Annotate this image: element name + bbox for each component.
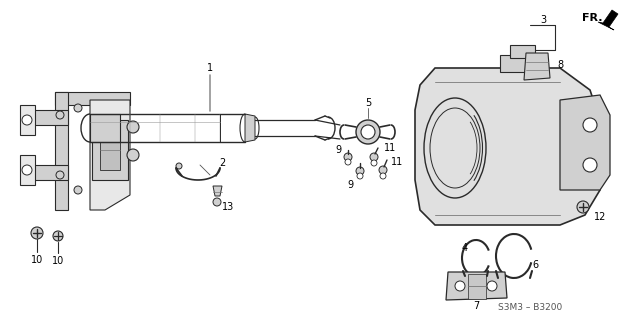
Text: 5: 5 xyxy=(365,98,371,108)
Text: 11: 11 xyxy=(391,157,403,167)
Circle shape xyxy=(127,149,139,161)
Circle shape xyxy=(370,153,378,161)
Polygon shape xyxy=(560,95,610,190)
Polygon shape xyxy=(20,105,35,135)
Circle shape xyxy=(53,231,63,241)
Circle shape xyxy=(487,281,497,291)
Text: 9: 9 xyxy=(347,180,353,190)
Circle shape xyxy=(379,166,387,174)
Circle shape xyxy=(357,173,363,179)
Circle shape xyxy=(356,120,380,144)
Polygon shape xyxy=(468,274,486,299)
Text: 8: 8 xyxy=(557,60,563,70)
Polygon shape xyxy=(55,92,130,105)
Text: 11: 11 xyxy=(384,143,396,153)
Polygon shape xyxy=(245,114,255,142)
Polygon shape xyxy=(20,155,35,185)
Polygon shape xyxy=(100,130,120,170)
Polygon shape xyxy=(55,92,68,210)
Polygon shape xyxy=(598,10,618,30)
Circle shape xyxy=(577,201,589,213)
Text: 3: 3 xyxy=(540,15,546,25)
Text: 6: 6 xyxy=(532,260,538,270)
Polygon shape xyxy=(415,68,600,225)
Polygon shape xyxy=(213,186,222,196)
Circle shape xyxy=(371,160,377,166)
Text: 10: 10 xyxy=(31,255,43,265)
Polygon shape xyxy=(510,45,535,58)
Circle shape xyxy=(22,165,32,175)
Polygon shape xyxy=(30,110,68,125)
Polygon shape xyxy=(90,114,120,142)
Polygon shape xyxy=(500,55,545,72)
Text: 13: 13 xyxy=(222,202,234,212)
Circle shape xyxy=(361,125,375,139)
Text: 10: 10 xyxy=(52,256,64,266)
Polygon shape xyxy=(30,165,68,180)
Circle shape xyxy=(455,281,465,291)
Circle shape xyxy=(583,158,597,172)
Text: FR.: FR. xyxy=(582,13,602,23)
Circle shape xyxy=(74,186,82,194)
Text: 9: 9 xyxy=(335,145,341,155)
Circle shape xyxy=(56,171,64,179)
Text: S3M3 – B3200: S3M3 – B3200 xyxy=(498,303,562,313)
Text: 7: 7 xyxy=(473,301,479,311)
Text: 4: 4 xyxy=(462,243,468,253)
Circle shape xyxy=(56,111,64,119)
Circle shape xyxy=(22,115,32,125)
Circle shape xyxy=(583,118,597,132)
Circle shape xyxy=(213,198,221,206)
Circle shape xyxy=(31,227,43,239)
Polygon shape xyxy=(92,120,128,180)
Polygon shape xyxy=(446,272,507,300)
Polygon shape xyxy=(90,100,130,210)
Circle shape xyxy=(176,163,182,169)
Circle shape xyxy=(74,104,82,112)
Text: 2: 2 xyxy=(219,158,225,168)
Circle shape xyxy=(380,173,386,179)
Text: 1: 1 xyxy=(207,63,213,73)
Text: 12: 12 xyxy=(594,212,606,222)
Polygon shape xyxy=(524,53,550,80)
Circle shape xyxy=(344,153,352,161)
Circle shape xyxy=(127,121,139,133)
Circle shape xyxy=(345,159,351,165)
Circle shape xyxy=(356,167,364,175)
